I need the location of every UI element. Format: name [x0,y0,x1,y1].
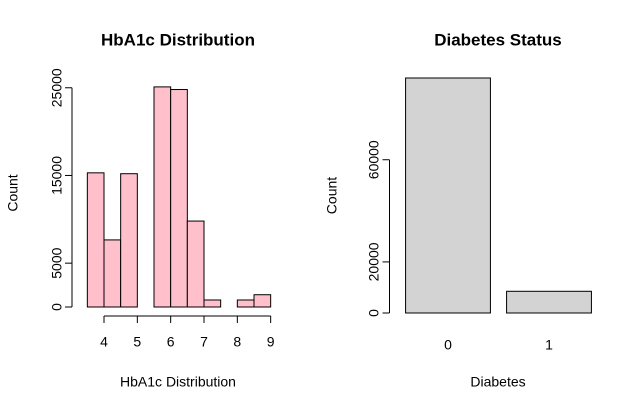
chart-title: HbA1c Distribution [101,30,255,49]
y-tick-label: 25000 [49,68,65,107]
x-axis-label: HbA1c Distribution [120,374,236,390]
y-tick-label: 0 [366,309,382,317]
histogram-bar [253,294,272,308]
x-tick-label: 4 [100,334,108,350]
x-tick-label: 8 [233,334,241,350]
bar [405,77,491,314]
histogram-bar [103,239,122,308]
y-tick-label: 60000 [366,140,382,179]
x-tick-label: 5 [133,334,141,350]
x-tick-label: 9 [267,334,275,350]
bar [506,290,592,314]
x-tick-label: 6 [167,334,175,350]
y-axis-label: Count [324,177,340,214]
x-tick-label: 0 [444,337,452,353]
y-axis-label: Count [5,174,21,211]
x-axis-label: Diabetes [470,374,525,390]
y-tick-label: 5000 [49,247,65,278]
y-tick-label: 0 [49,303,65,311]
histogram-bar [170,89,188,308]
histogram-bar [153,86,172,308]
x-tick-label: 1 [545,337,553,353]
histogram-bar [236,299,255,308]
histogram-bar [86,172,105,308]
histogram-bar [120,173,138,308]
histogram-bar [186,220,205,308]
y-tick-label: 20000 [366,242,382,281]
y-tick-label: 15000 [49,156,65,195]
histogram-bar [203,299,222,308]
chart-title: Diabetes Status [434,30,562,49]
x-tick-label: 7 [200,334,208,350]
